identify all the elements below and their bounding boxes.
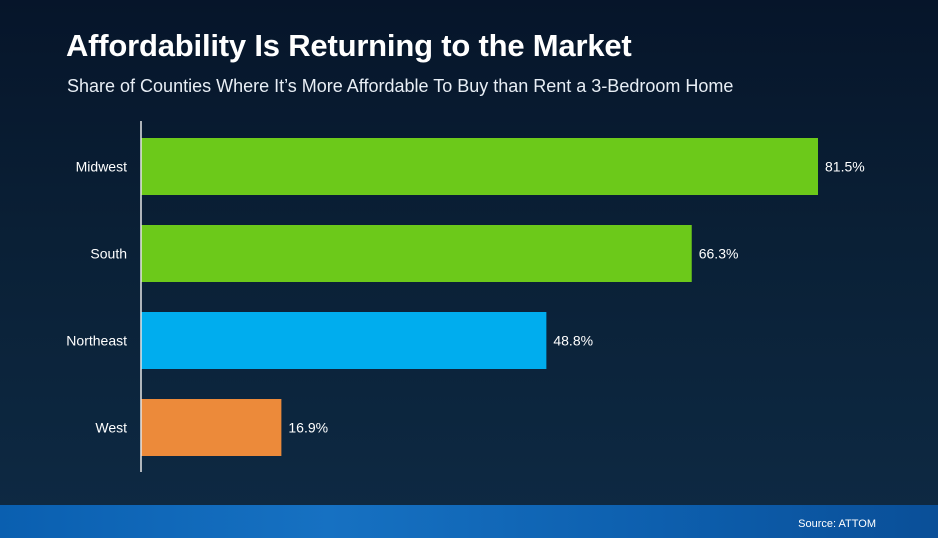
category-label-south: South [90, 246, 127, 262]
value-label-south: 66.3% [699, 246, 739, 262]
value-label-midwest: 81.5% [825, 159, 865, 175]
bars-layer: Midwest 81.5% South 66.3% Northeast 48.8% West… [66, 138, 865, 456]
footer-bar: Source: ATTOM [0, 505, 938, 538]
chart-subtitle: Share of Counties Where It’s More Afford… [67, 76, 734, 96]
value-label-west: 16.9% [288, 420, 328, 436]
bar-northeast [141, 312, 547, 369]
chart-title: Affordability Is Returning to the Market [66, 28, 632, 63]
bar-midwest [141, 138, 818, 195]
category-label-northeast: Northeast [66, 333, 127, 349]
value-label-northeast: 48.8% [553, 333, 593, 349]
source-credit: Source: ATTOM [798, 518, 876, 530]
category-label-midwest: Midwest [76, 159, 127, 175]
category-label-west: West [95, 420, 127, 436]
bar-south [141, 225, 692, 282]
bar-chart: Midwest 81.5% South 66.3% Northeast 48.8% West… [66, 121, 865, 472]
bar-west [141, 399, 282, 456]
